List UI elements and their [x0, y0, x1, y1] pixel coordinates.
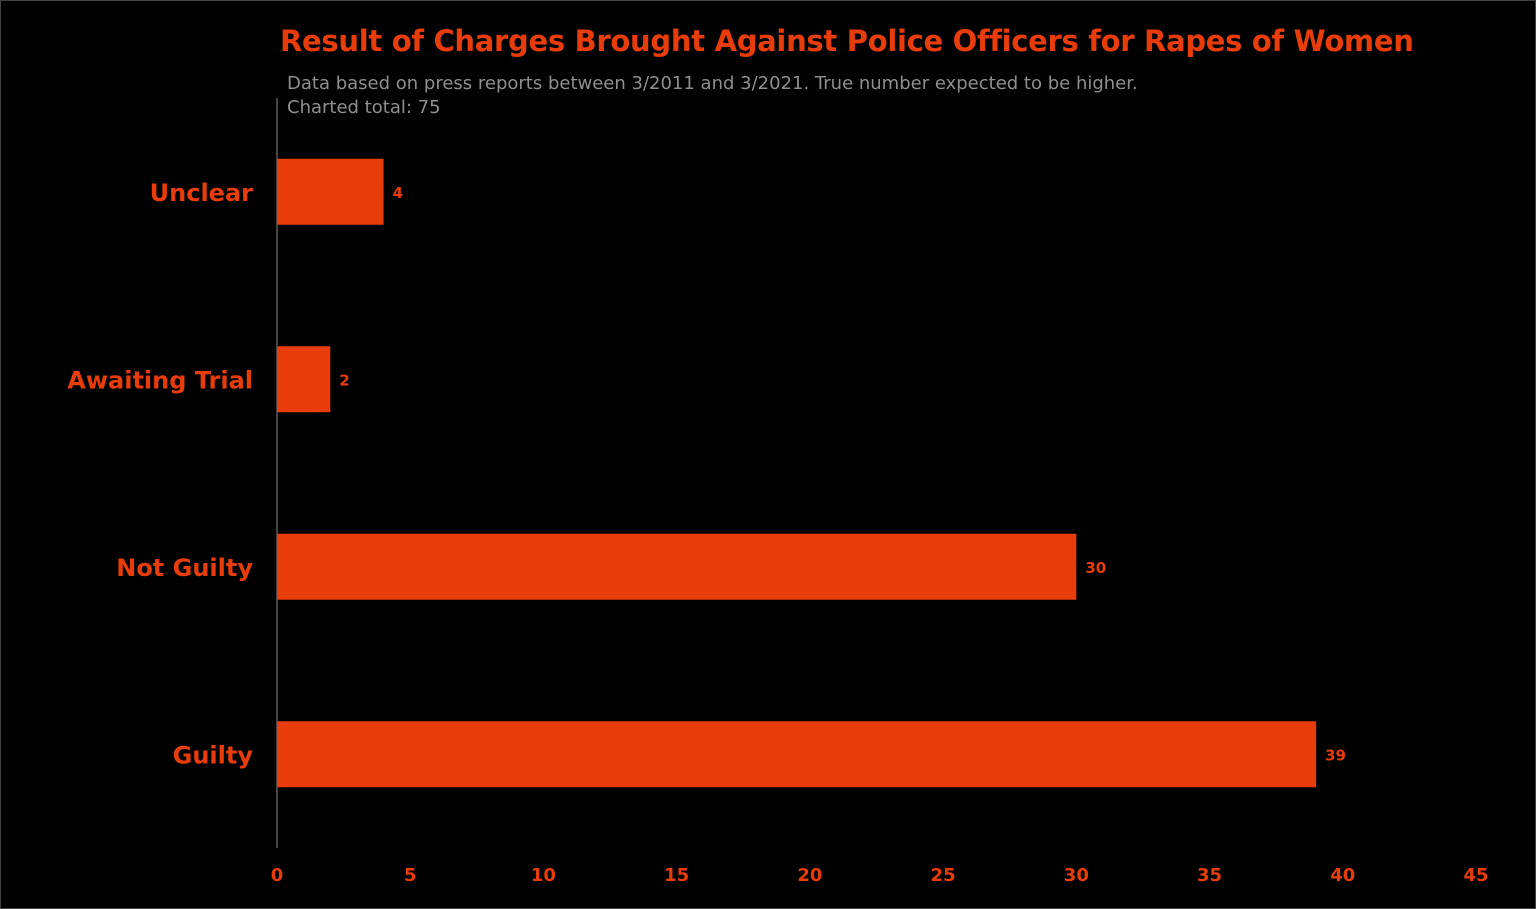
data-label: 39: [1325, 746, 1346, 764]
category-label: Unclear: [150, 179, 254, 207]
x-tick-label: 25: [931, 865, 956, 886]
bar-not-guilty: [277, 533, 1077, 600]
x-tick-label: 0: [271, 865, 284, 886]
category-label: Not Guilty: [116, 554, 253, 582]
x-tick-label: 5: [404, 865, 417, 886]
category-label: Guilty: [173, 741, 254, 769]
x-tick-label: 10: [531, 865, 556, 886]
chart-subtitle-line-1: Data based on press reports between 3/20…: [287, 73, 1138, 94]
x-tick-label: 30: [1064, 865, 1089, 886]
chart-title: Result of Charges Brought Against Police…: [280, 24, 1414, 58]
x-tick-label: 40: [1330, 865, 1355, 886]
x-tick-label: 45: [1463, 865, 1488, 886]
x-tick-label: 20: [797, 865, 822, 886]
bar-unclear: [277, 158, 384, 225]
x-tick-label: 15: [664, 865, 689, 886]
data-label: 4: [393, 184, 403, 202]
bar-guilty: [277, 721, 1317, 788]
data-label: 30: [1085, 559, 1106, 577]
data-label: 2: [339, 371, 349, 389]
bar-awaiting-trial: [277, 346, 331, 413]
category-label: Awaiting Trial: [67, 366, 253, 394]
x-tick-label: 35: [1197, 865, 1222, 886]
chart-subtitle-line-2: Charted total: 75: [287, 97, 441, 118]
